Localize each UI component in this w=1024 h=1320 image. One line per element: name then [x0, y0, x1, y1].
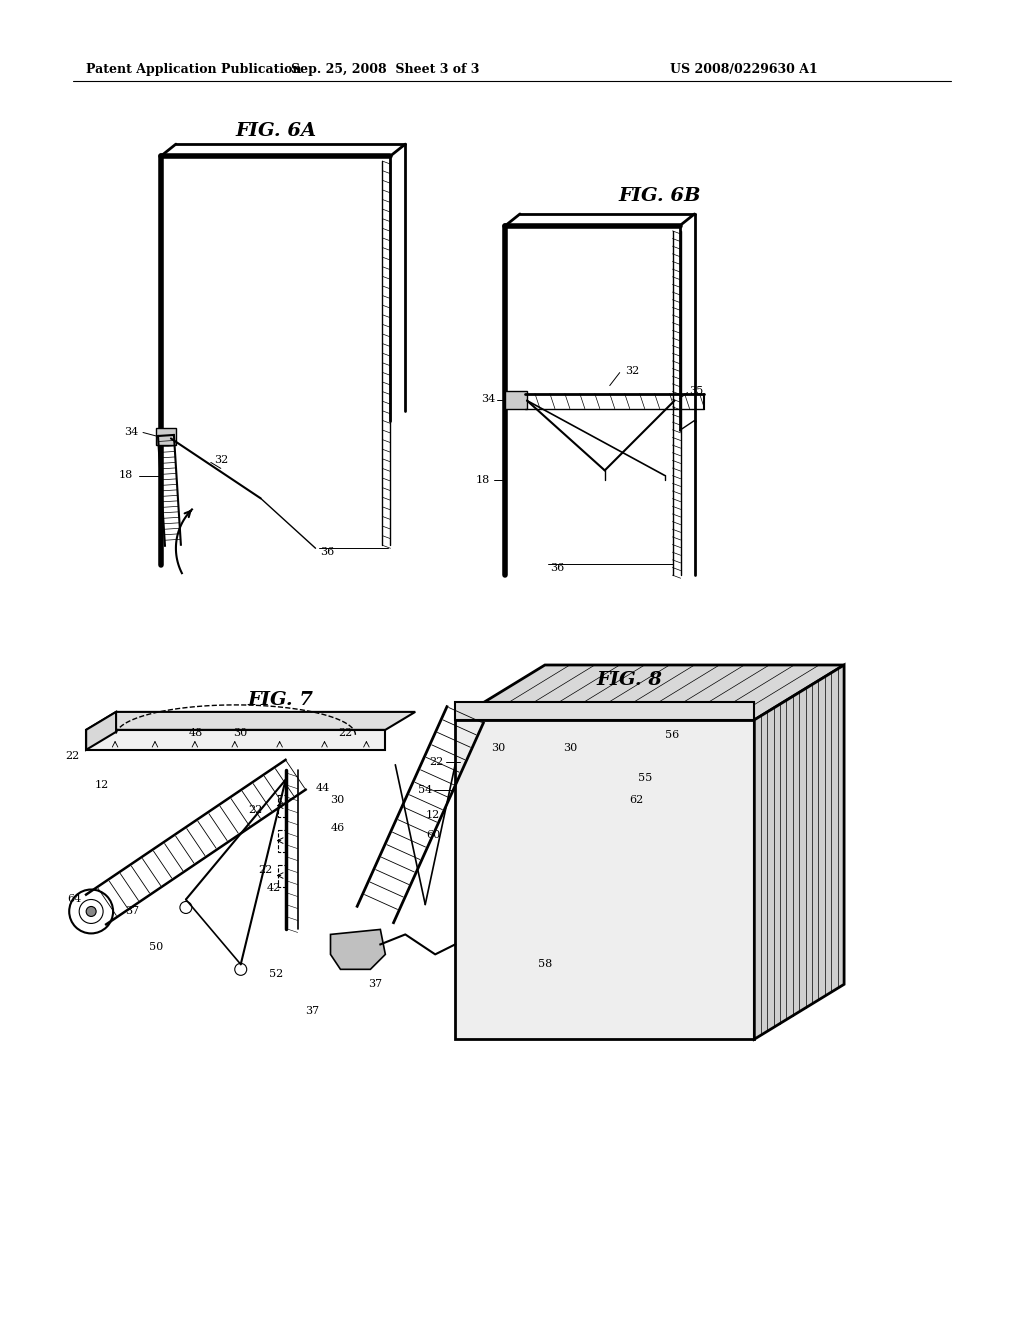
Text: 58: 58	[538, 960, 552, 969]
Text: 22: 22	[65, 751, 79, 760]
Text: 55: 55	[638, 772, 652, 783]
Bar	[141, 733, 169, 744]
Bar	[278, 830, 286, 851]
Text: 44: 44	[315, 783, 330, 793]
Polygon shape	[86, 730, 385, 750]
Polygon shape	[455, 665, 844, 719]
Text: 12: 12	[426, 809, 440, 820]
Polygon shape	[455, 702, 755, 719]
Bar	[278, 795, 286, 817]
Polygon shape	[86, 711, 416, 730]
Polygon shape	[505, 391, 527, 408]
Text: 37: 37	[369, 979, 382, 989]
Text: Sep. 25, 2008  Sheet 3 of 3: Sep. 25, 2008 Sheet 3 of 3	[291, 63, 479, 75]
Text: 32: 32	[625, 366, 639, 376]
Text: 36: 36	[321, 548, 335, 557]
Text: 30: 30	[233, 727, 248, 738]
Bar	[560, 705, 592, 715]
Text: 34: 34	[124, 428, 138, 437]
Text: 56: 56	[665, 730, 679, 739]
Bar	[510, 705, 542, 715]
Text: FIG. 8: FIG. 8	[597, 671, 663, 689]
Bar	[470, 705, 502, 715]
Bar	[101, 733, 129, 744]
Bar	[310, 733, 339, 744]
Text: Patent Application Publication: Patent Application Publication	[86, 63, 302, 75]
Text: US 2008/0229630 A1: US 2008/0229630 A1	[670, 63, 817, 75]
Text: 18: 18	[119, 470, 133, 480]
Text: 22: 22	[429, 756, 443, 767]
Bar	[221, 733, 249, 744]
Text: 18: 18	[476, 475, 490, 486]
Text: 30: 30	[563, 743, 577, 752]
Circle shape	[86, 907, 96, 916]
Polygon shape	[755, 665, 844, 1039]
Text: 64: 64	[67, 895, 81, 904]
Bar	[181, 733, 209, 744]
Polygon shape	[455, 719, 755, 1039]
Text: 42: 42	[266, 883, 281, 892]
Text: 52: 52	[268, 969, 283, 979]
Text: 30: 30	[490, 743, 505, 752]
Text: 48: 48	[188, 727, 203, 738]
Text: 37: 37	[305, 1006, 319, 1016]
Bar	[654, 705, 686, 715]
Text: 34: 34	[481, 393, 495, 404]
Polygon shape	[86, 711, 116, 750]
Text: 30: 30	[331, 795, 345, 805]
Text: 12: 12	[95, 780, 110, 789]
Text: 46: 46	[331, 822, 345, 833]
Polygon shape	[331, 929, 385, 969]
Text: 22: 22	[249, 805, 263, 814]
Bar	[352, 733, 380, 744]
Text: FIG. 6A: FIG. 6A	[236, 123, 316, 140]
Bar	[278, 865, 286, 887]
Text: 22: 22	[258, 865, 272, 875]
Text: 32: 32	[214, 455, 228, 466]
Text: 50: 50	[148, 942, 163, 953]
Polygon shape	[156, 429, 176, 445]
Circle shape	[70, 890, 113, 933]
Text: 62: 62	[630, 795, 644, 805]
Text: 36: 36	[550, 564, 564, 573]
Text: 54: 54	[418, 784, 432, 795]
Text: FIG. 7: FIG. 7	[248, 690, 313, 709]
Text: FIG. 6B: FIG. 6B	[618, 187, 700, 205]
Text: 35: 35	[689, 385, 703, 396]
Text: 22: 22	[338, 727, 352, 738]
Text: 60: 60	[426, 830, 440, 840]
Text: 37: 37	[125, 907, 139, 916]
Bar	[265, 733, 294, 744]
Bar	[609, 705, 642, 715]
